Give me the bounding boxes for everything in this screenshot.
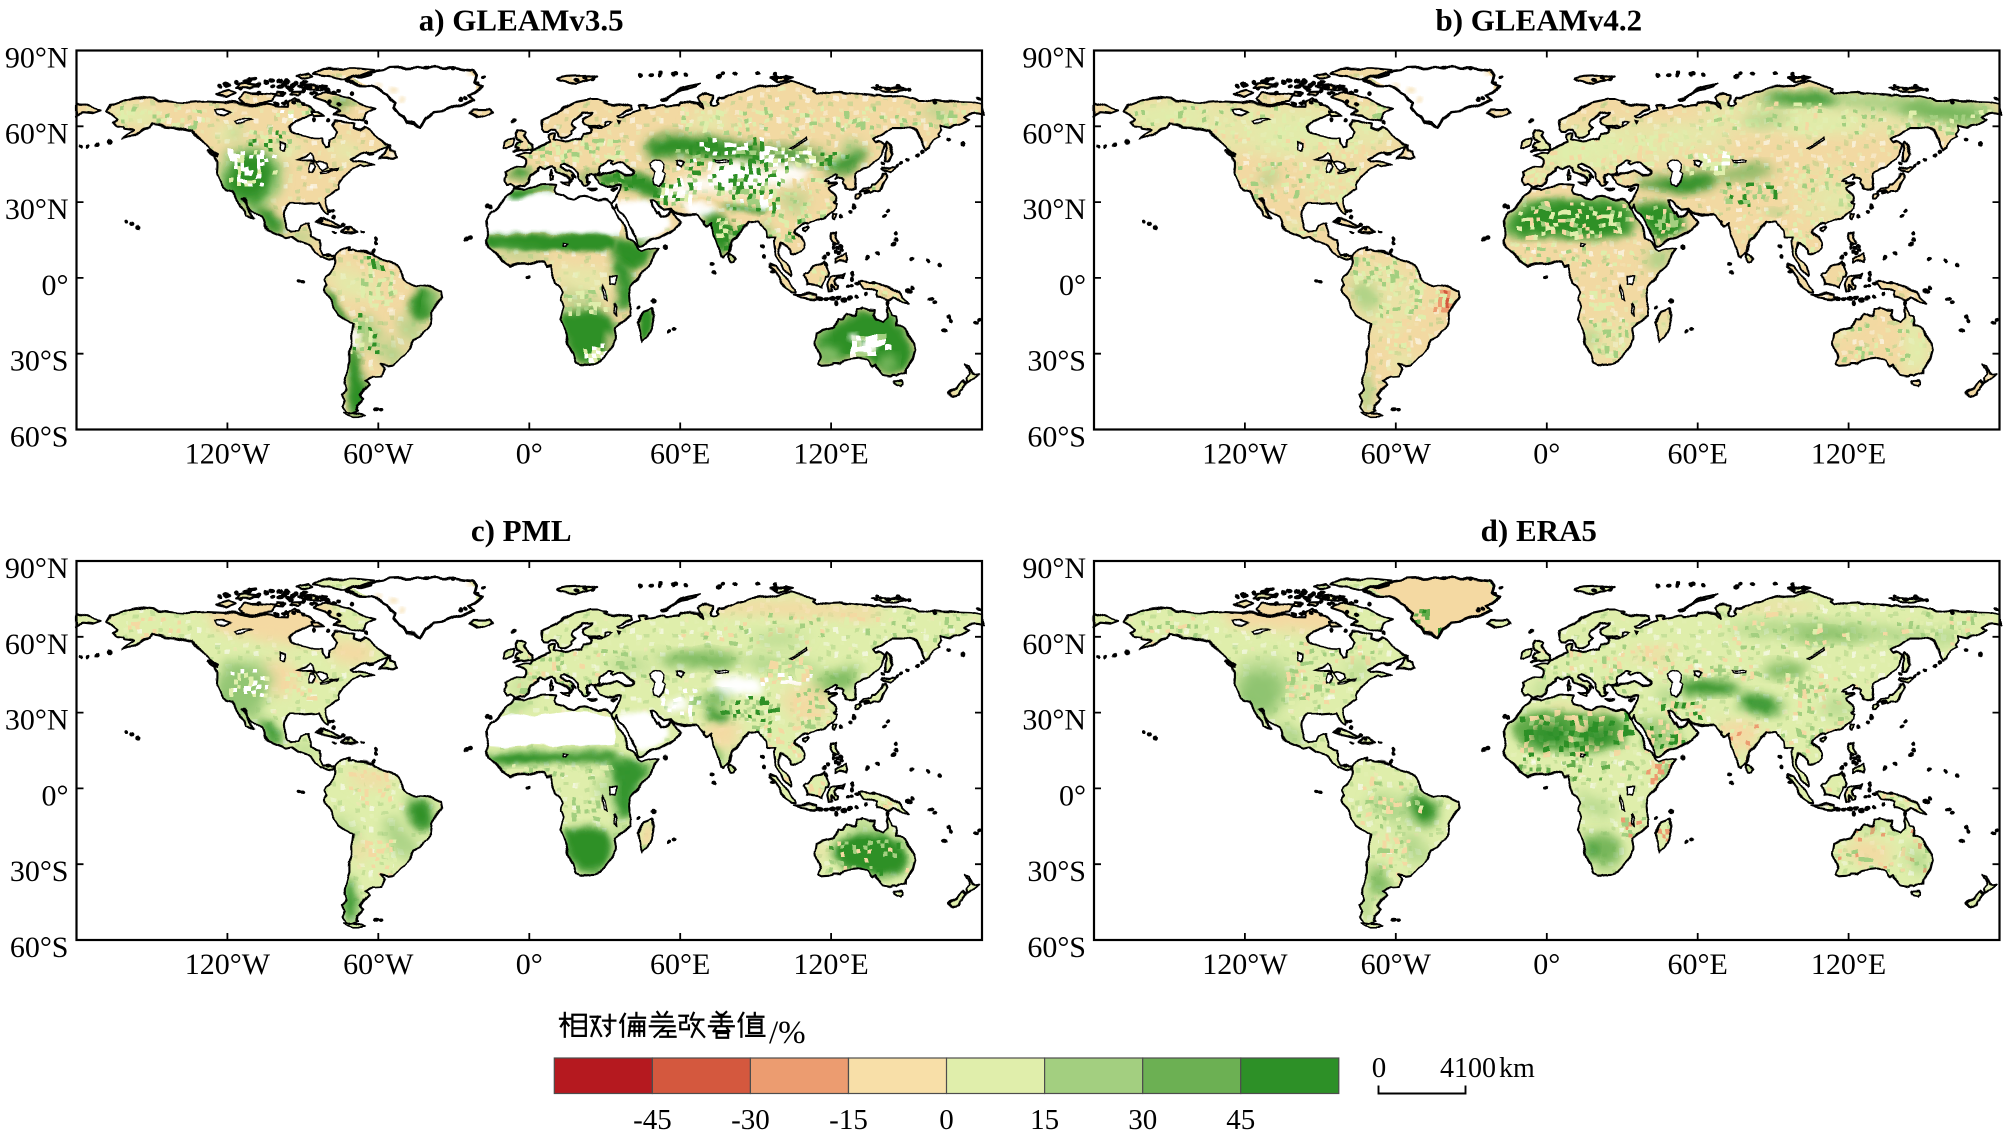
svg-text:0°: 0°: [516, 948, 543, 981]
svg-text:0°: 0°: [42, 779, 69, 812]
svg-text:45: 45: [1226, 1104, 1255, 1136]
svg-text:60°S: 60°S: [10, 931, 69, 964]
svg-text:-15: -15: [829, 1104, 868, 1136]
svg-text:0°: 0°: [42, 269, 69, 302]
svg-text:60°E: 60°E: [650, 438, 710, 471]
svg-text:0°: 0°: [1059, 779, 1086, 812]
svg-text:90°N: 90°N: [1022, 552, 1086, 585]
svg-text:15: 15: [1030, 1104, 1059, 1136]
svg-text:120°E: 120°E: [793, 438, 868, 471]
svg-text:60°W: 60°W: [343, 438, 414, 471]
svg-text:60°E: 60°E: [1668, 438, 1728, 471]
svg-text:30°N: 30°N: [1022, 193, 1086, 226]
svg-text:60°E: 60°E: [1668, 948, 1728, 981]
svg-text:/%: /%: [769, 1015, 806, 1051]
svg-text:0: 0: [1372, 1052, 1387, 1084]
svg-text:120°W: 120°W: [1202, 438, 1288, 471]
svg-text:90°N: 90°N: [1022, 42, 1086, 75]
svg-text:4100: 4100: [1440, 1053, 1496, 1084]
svg-text:60°S: 60°S: [10, 421, 69, 454]
svg-text:120°W: 120°W: [185, 948, 271, 981]
svg-text:30°N: 30°N: [5, 704, 69, 737]
svg-text:60°N: 60°N: [1022, 628, 1086, 661]
svg-text:120°W: 120°W: [1202, 948, 1288, 981]
svg-text:120°W: 120°W: [185, 438, 271, 471]
svg-text:90°N: 90°N: [5, 42, 69, 75]
svg-text:0°: 0°: [1533, 948, 1560, 981]
svg-text:b) GLEAMv4.2: b) GLEAMv4.2: [1435, 3, 1642, 38]
svg-text:60°N: 60°N: [1022, 117, 1086, 150]
svg-text:30: 30: [1128, 1104, 1157, 1136]
svg-text:60°W: 60°W: [343, 948, 414, 981]
svg-text:60°W: 60°W: [1361, 948, 1432, 981]
svg-text:0°: 0°: [1533, 438, 1560, 471]
svg-text:120°E: 120°E: [1811, 438, 1886, 471]
svg-text:30°N: 30°N: [1022, 704, 1086, 737]
svg-text:120°E: 120°E: [793, 948, 868, 981]
svg-text:60°W: 60°W: [1361, 438, 1432, 471]
svg-text:30°S: 30°S: [10, 855, 69, 888]
svg-text:30°S: 30°S: [1027, 855, 1086, 888]
svg-text:30°S: 30°S: [1027, 345, 1086, 378]
svg-text:0°: 0°: [516, 438, 543, 471]
svg-text:a) GLEAMv3.5: a) GLEAMv3.5: [419, 3, 624, 38]
svg-text:0: 0: [939, 1104, 954, 1136]
svg-text:60°S: 60°S: [1027, 421, 1086, 454]
svg-text:0°: 0°: [1059, 269, 1086, 302]
svg-text:120°E: 120°E: [1811, 948, 1886, 981]
svg-text:km: km: [1499, 1053, 1535, 1084]
svg-text:-30: -30: [731, 1104, 770, 1136]
svg-text:90°N: 90°N: [5, 552, 69, 585]
svg-text:60°S: 60°S: [1027, 931, 1086, 964]
svg-text:c) PML: c) PML: [471, 513, 572, 548]
svg-text:-45: -45: [633, 1104, 672, 1136]
svg-text:60°N: 60°N: [5, 117, 69, 150]
svg-text:60°E: 60°E: [650, 948, 710, 981]
svg-text:60°N: 60°N: [5, 628, 69, 661]
svg-text:30°S: 30°S: [10, 345, 69, 378]
svg-text:30°N: 30°N: [5, 193, 69, 226]
svg-text:d) ERA5: d) ERA5: [1481, 513, 1597, 548]
